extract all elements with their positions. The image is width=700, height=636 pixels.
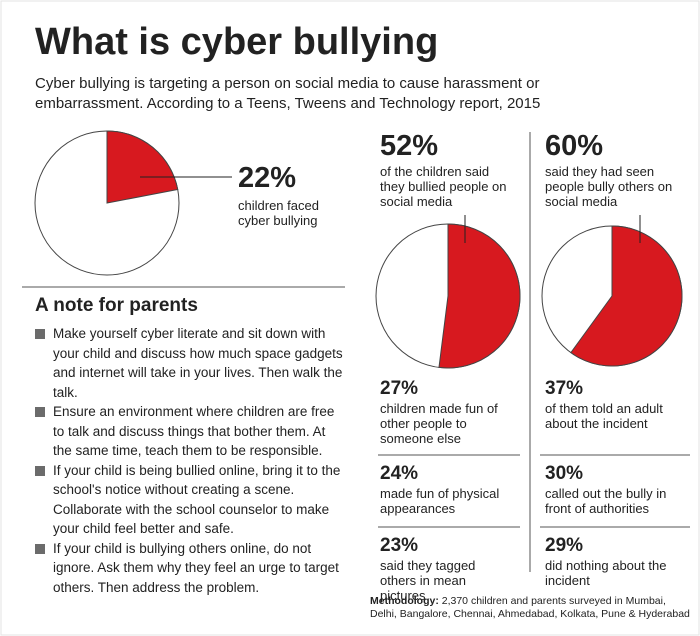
detail-text: called out the bully in front of authori… [545, 486, 667, 516]
note-item: Make yourself cyber literate and sit dow… [35, 324, 347, 402]
detail-value: 30% [545, 463, 584, 484]
methodology-label: Methodology: [370, 595, 439, 607]
detail-text: made fun of physical appearances [380, 486, 500, 516]
pie-slice [106, 130, 179, 204]
methodology: Methodology: 2,370 children and parents … [370, 595, 695, 621]
detail-text: children made fun of other people to som… [380, 401, 498, 446]
stat-text: of the children said they bullied people… [380, 164, 507, 209]
pie-slice [438, 223, 521, 369]
stat-value: 22% [238, 162, 297, 194]
title: What is cyber bullying [35, 21, 439, 63]
subtitle: Cyber bullying is targeting a person on … [35, 75, 541, 112]
stat-text: said they had seen people bully others o… [545, 164, 673, 209]
detail-text: of them told an adult about the incident [545, 401, 663, 431]
stat-value: 60% [545, 130, 604, 162]
stat-value: 52% [380, 130, 439, 162]
detail-value: 24% [380, 463, 419, 484]
detail-value: 27% [380, 378, 419, 399]
detail-text: did nothing about the incident [545, 558, 667, 588]
note-item: Ensure an environment where children are… [35, 402, 347, 461]
methodology-text: 2,370 children and parents surveyed in M… [370, 595, 690, 620]
note-list: Make yourself cyber literate and sit dow… [35, 324, 347, 597]
detail-value: 23% [380, 535, 419, 556]
detail-value: 37% [545, 378, 584, 399]
pie-slice [570, 225, 683, 367]
note-item: If your child is being bullied online, b… [35, 461, 347, 539]
section-heading: A note for parents [35, 295, 198, 316]
detail-value: 29% [545, 535, 584, 556]
stat-text: children faced cyber bullying [238, 198, 319, 228]
note-item: If your child is bullying others online,… [35, 539, 347, 598]
detail-text: said they tagged others in mean pictures [380, 558, 476, 603]
